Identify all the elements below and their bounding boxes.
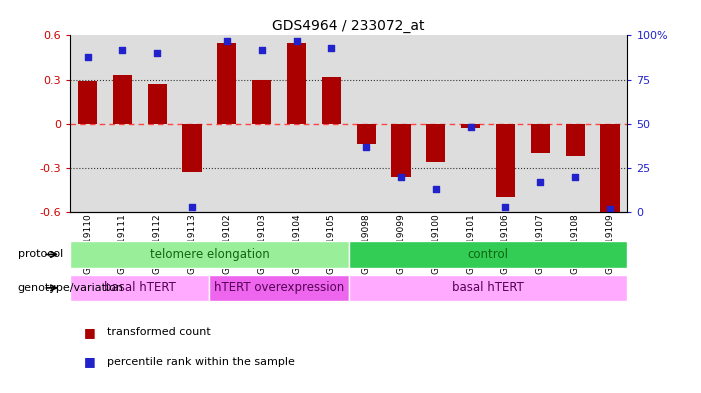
Text: transformed count: transformed count (107, 327, 211, 337)
Bar (182, 124, 202, 173)
Point (395, 174, 407, 180)
Bar (244, 35, 279, 212)
Point (291, 38, 302, 44)
Point (535, 179, 546, 185)
Title: GDS4964 / 233072_at: GDS4964 / 233072_at (273, 19, 425, 33)
Point (430, 186, 442, 192)
Bar (210, 35, 244, 212)
Text: protocol: protocol (18, 250, 63, 259)
Bar (314, 35, 349, 212)
Point (256, 46, 267, 53)
Bar (523, 35, 558, 212)
Bar (461, 124, 480, 128)
Bar (426, 124, 445, 162)
Bar (488, 35, 523, 212)
Point (604, 206, 615, 212)
Point (500, 204, 511, 210)
Bar (148, 84, 167, 124)
Bar (70, 275, 210, 301)
Bar (496, 124, 515, 197)
Bar (78, 81, 97, 124)
Text: hTERT overexpression: hTERT overexpression (214, 281, 344, 294)
Bar (531, 124, 550, 153)
Text: control: control (468, 248, 508, 261)
Bar (566, 124, 585, 156)
Bar (70, 241, 349, 268)
Text: ■: ■ (84, 325, 96, 339)
Bar (252, 79, 271, 124)
Bar (349, 241, 627, 268)
Bar (454, 35, 488, 212)
Bar (592, 35, 627, 212)
Text: percentile rank within the sample: percentile rank within the sample (107, 356, 295, 367)
Bar (139, 35, 175, 212)
Text: telomere elongation: telomere elongation (149, 248, 269, 261)
Text: ■: ■ (84, 355, 96, 368)
Bar (287, 43, 306, 124)
Bar (383, 35, 418, 212)
Point (569, 174, 580, 180)
Bar (113, 75, 132, 124)
Bar (322, 77, 341, 124)
Bar (357, 124, 376, 144)
Bar (349, 35, 383, 212)
Text: basal hTERT: basal hTERT (452, 281, 524, 294)
Point (465, 124, 476, 130)
Bar (175, 35, 210, 212)
Bar (210, 275, 348, 301)
Bar (105, 35, 139, 212)
Point (151, 50, 163, 56)
Point (82, 53, 93, 60)
Bar (217, 43, 236, 124)
Text: genotype/variation: genotype/variation (18, 283, 123, 293)
Bar (279, 35, 314, 212)
Point (360, 143, 372, 150)
Bar (418, 35, 454, 212)
Bar (600, 124, 620, 212)
Bar (391, 124, 411, 177)
Bar (349, 275, 627, 301)
Bar (558, 35, 592, 212)
Point (117, 46, 128, 53)
Text: basal hTERT: basal hTERT (104, 281, 176, 294)
Point (186, 204, 198, 210)
Point (326, 44, 337, 51)
Bar (70, 35, 105, 212)
Point (222, 38, 233, 44)
